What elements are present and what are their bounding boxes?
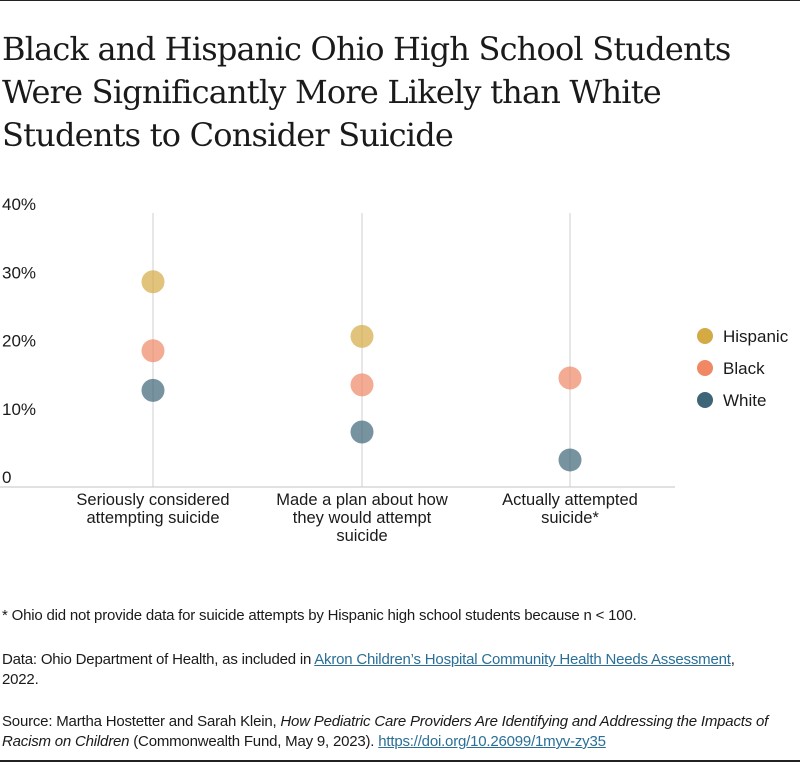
data-point-hispanic xyxy=(141,270,165,294)
legend-label: Black xyxy=(723,359,765,378)
y-tick-label: 20% xyxy=(2,332,36,351)
legend-marker-black xyxy=(697,360,713,376)
chart: 0 10% 20% 30% 40% Seriously consideredattempt… xyxy=(0,195,789,545)
legend-marker-hispanic xyxy=(697,328,713,344)
y-tick-label: 0 xyxy=(2,468,11,487)
data-source-link[interactable]: Akron Children’s Hospital Community Heal… xyxy=(314,651,731,668)
y-tick-label: 40% xyxy=(2,195,36,214)
data-point-white xyxy=(141,378,165,402)
top-rule xyxy=(0,0,800,1)
x-category-label: suicide xyxy=(336,527,387,545)
x-category-label: suicide* xyxy=(541,509,599,527)
legend-marker-white xyxy=(697,392,713,408)
source-note: Source: Martha Hostetter and Sarah Klein… xyxy=(2,712,792,752)
source-title: How Pediatric Care Providers Are Identif… xyxy=(2,713,769,750)
data-point-black xyxy=(558,366,582,390)
data-point-black xyxy=(141,339,165,363)
data-point-white xyxy=(558,448,582,472)
x-category-label: Seriously considered xyxy=(76,491,229,509)
data-point-black xyxy=(350,373,374,397)
bottom-rule xyxy=(0,760,800,762)
data-note-prefix: Data: Ohio Department of Health, as incl… xyxy=(2,651,315,668)
data-note: Data: Ohio Department of Health, as incl… xyxy=(2,650,762,690)
x-category-label: Actually attempted xyxy=(502,491,638,509)
x-category-label: they would attempt xyxy=(293,509,432,527)
x-category-label: attempting suicide xyxy=(87,509,220,527)
data-point-hispanic xyxy=(350,324,374,348)
x-category-label: Made a plan about how xyxy=(276,491,448,509)
data-note-suffix: , 2022. xyxy=(2,651,735,688)
legend-label: White xyxy=(723,391,766,410)
data-point-white xyxy=(350,420,374,444)
legend-label: Hispanic xyxy=(723,327,789,346)
source-prefix: Source: Martha Hostetter and Sarah Klein… xyxy=(2,713,281,730)
y-tick-label: 10% xyxy=(2,400,36,419)
footnote: * Ohio did not provide data for suicide … xyxy=(2,607,637,624)
chart-title: Black and Hispanic Ohio High School Stud… xyxy=(2,30,731,154)
source-middle: (Commonwealth Fund, May 9, 2023). xyxy=(129,733,379,750)
y-tick-label: 30% xyxy=(2,263,36,282)
doi-link[interactable]: https://doi.org/10.26099/1myv-zy35 xyxy=(378,733,606,750)
